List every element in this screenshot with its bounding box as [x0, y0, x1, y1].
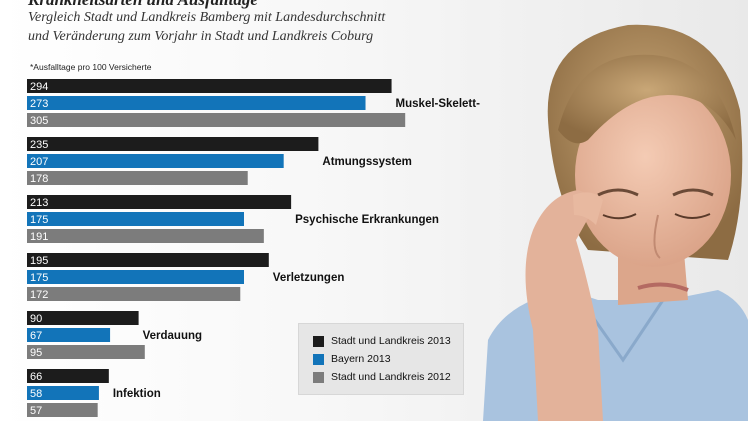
bar-5-series-3	[27, 345, 145, 359]
bar-1-series-1	[27, 79, 392, 93]
legend-swatch-1	[313, 335, 324, 347]
bar-2-series-2	[27, 154, 284, 168]
bar-value-label: 66	[30, 371, 42, 383]
chart-unit-note: *Ausfalltage pro 100 Versicherte	[30, 62, 152, 72]
bar-1-series-2	[27, 96, 366, 110]
bar-4-series-3	[27, 287, 241, 301]
bar-value-label: 294	[30, 81, 48, 93]
bar-3-series-2	[27, 212, 244, 226]
bar-4-series-1	[27, 253, 269, 267]
bar-value-label: 67	[30, 330, 42, 342]
bar-chart: 294 273 305 Muskel-Skelett-System 235 207 178 A…	[27, 79, 480, 417]
legend-swatch-2	[313, 353, 324, 365]
bar-value-label: 95	[30, 347, 42, 359]
category-label: Psychische Erkrankungen	[295, 214, 439, 226]
legend-swatch-3	[313, 371, 324, 383]
bar-value-label: 178	[30, 173, 48, 185]
bar-value-label: 175	[30, 214, 48, 226]
legend-item-1: Stadt und Landkreis 2013	[313, 335, 451, 347]
bar-6-series-3	[27, 403, 98, 417]
bar-value-label: 57	[30, 405, 42, 417]
category-label: Muskel-Skelett-System	[396, 98, 480, 110]
category-label: Infektion	[113, 388, 161, 400]
bar-5-series-2	[27, 328, 111, 342]
chart-legend: Stadt und Landkreis 2013 Bayern 2013 Sta…	[298, 323, 464, 395]
bar-value-label: 191	[30, 231, 48, 243]
bar-value-label: 175	[30, 272, 48, 284]
bar-value-label: 235	[30, 139, 48, 151]
legend-label-2: Bayern 2013	[331, 353, 391, 365]
legend-label-1: Stadt und Landkreis 2013	[331, 335, 451, 347]
bar-value-label: 213	[30, 197, 48, 209]
bar-value-label: 58	[30, 388, 42, 400]
bar-value-label: 90	[30, 313, 42, 325]
bar-1-series-3	[27, 113, 406, 127]
woman-with-headache-photo	[483, 24, 748, 421]
bar-value-label: 207	[30, 156, 48, 168]
bar-value-label: 273	[30, 98, 48, 110]
bar-3-series-1	[27, 195, 292, 209]
legend-item-3: Stadt und Landkreis 2012	[313, 371, 451, 383]
legend-item-2: Bayern 2013	[313, 353, 391, 365]
bar-value-label: 172	[30, 289, 48, 301]
bar-3-series-3	[27, 229, 264, 243]
category-label: Verletzungen	[273, 272, 345, 284]
bar-value-label: 305	[30, 115, 48, 127]
bar-2-series-3	[27, 171, 248, 185]
category-label: Atmungssystem	[322, 156, 411, 168]
bar-6-series-2	[27, 386, 99, 400]
chart-subtitle-line1: Vergleich Stadt und Landkreis Bamberg mi…	[28, 10, 386, 25]
chart-subtitle-line2: und Veränderung zum Vorjahr in Stadt und…	[28, 29, 374, 44]
bar-6-series-1	[27, 369, 109, 383]
bar-4-series-2	[27, 270, 244, 284]
bar-value-label: 195	[30, 255, 48, 267]
category-label: Verdauung	[143, 330, 202, 342]
bar-2-series-1	[27, 137, 319, 151]
bar-5-series-1	[27, 311, 139, 325]
legend-label-3: Stadt und Landkreis 2012	[331, 371, 451, 383]
chart-title: Krankheitsarten und Ausfalltage	[28, 0, 258, 10]
